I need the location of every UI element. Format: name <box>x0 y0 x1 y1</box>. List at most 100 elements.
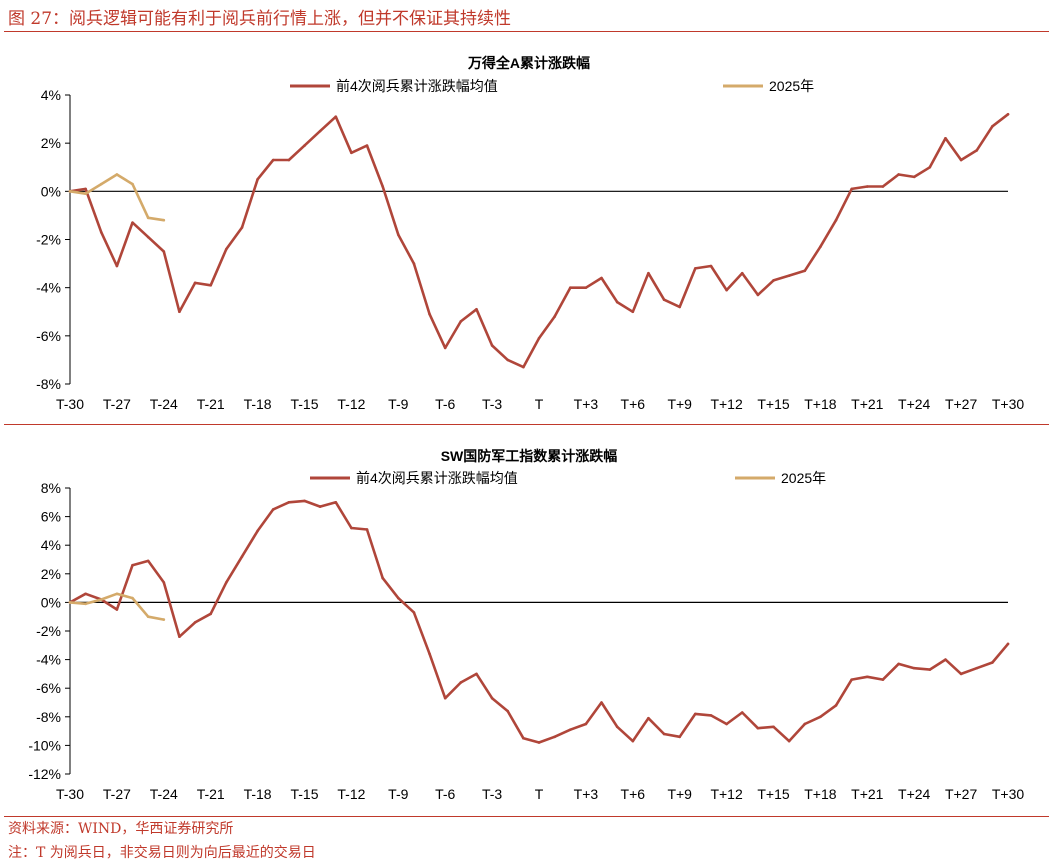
x-tick-label: T-12 <box>337 396 365 412</box>
y-tick-label: -6% <box>36 680 61 696</box>
data-point-avg <box>84 187 87 191</box>
data-point-avg <box>694 267 697 270</box>
data-point-avg <box>350 151 353 155</box>
x-tick-label: T-6 <box>435 786 455 802</box>
source-note: 资料来源：WIND，华西证券研究所 <box>8 821 234 837</box>
data-point-avg <box>834 218 838 222</box>
data-point-avg <box>397 596 400 600</box>
data-point-avg <box>1006 642 1010 646</box>
data-point-avg <box>944 658 947 661</box>
x-tick-label: T+18 <box>804 786 837 802</box>
x-tick-label: T-27 <box>103 396 131 412</box>
y-tick-label: -12% <box>28 766 61 782</box>
x-tick-label: T <box>535 786 544 802</box>
x-tick-label: T-9 <box>388 786 408 802</box>
data-point-avg <box>475 308 478 311</box>
data-point-avg <box>600 276 603 280</box>
data-point-avg <box>178 635 181 639</box>
data-point-avg <box>225 247 228 251</box>
data-point-avg <box>662 298 666 302</box>
data-point-2025 <box>131 182 134 186</box>
data-point-avg <box>975 149 979 152</box>
series-points-2025 <box>68 173 166 222</box>
data-point-avg <box>787 739 791 743</box>
x-tick-label: T+3 <box>574 396 599 412</box>
chart-title: SW国防军工指数累计涨跌幅 <box>441 448 618 464</box>
chart-title: 万得全A累计涨跌幅 <box>467 55 590 71</box>
x-tick-label: T+3 <box>574 786 599 802</box>
data-point-avg <box>881 185 885 188</box>
data-point-avg <box>740 271 744 275</box>
x-tick-label: T-24 <box>150 396 178 412</box>
x-tick-label: T+6 <box>621 786 646 802</box>
data-point-avg <box>240 226 244 229</box>
data-point-avg <box>819 715 822 719</box>
data-point-avg <box>318 505 322 508</box>
data-point-avg <box>490 344 494 347</box>
x-tick-label: T+6 <box>621 396 646 412</box>
data-point-avg <box>631 739 635 743</box>
data-point-avg <box>365 144 369 147</box>
data-point-avg <box>256 529 259 533</box>
data-point-avg <box>225 581 228 584</box>
x-tick-label: T+21 <box>851 396 884 412</box>
data-point-avg <box>647 271 650 275</box>
data-point-avg <box>412 262 416 265</box>
data-point-avg <box>99 230 103 234</box>
figure-title: 图 27：阅兵逻辑可能有利于阅兵前行情上涨，但并不保证其持续性 <box>8 9 512 29</box>
data-point-avg <box>959 158 963 162</box>
data-point-avg <box>522 365 525 369</box>
data-point-avg <box>850 187 853 191</box>
data-point-avg <box>146 559 150 563</box>
data-point-avg <box>725 288 728 292</box>
data-point-2025 <box>99 598 103 601</box>
x-tick-label: T-30 <box>56 396 84 412</box>
x-tick-label: T+27 <box>945 396 978 412</box>
series-line-2025 <box>68 173 166 222</box>
data-point-2025 <box>84 602 87 606</box>
y-tick-label: 2% <box>41 135 61 151</box>
data-point-avg <box>912 175 916 179</box>
data-point-2025 <box>68 190 72 193</box>
x-tick-label: T+18 <box>804 396 837 412</box>
data-point-avg <box>459 681 463 684</box>
data-point-avg <box>568 286 572 289</box>
data-point-avg <box>287 158 291 162</box>
x-tick-label: T+21 <box>851 786 884 802</box>
series-points-avg <box>68 499 1010 744</box>
data-point-avg <box>506 709 510 713</box>
x-tick-label: T-21 <box>197 786 225 802</box>
data-point-avg <box>756 726 760 730</box>
data-point-avg <box>787 274 791 277</box>
y-tick-label: -6% <box>36 328 61 344</box>
x-tick-label: T-24 <box>150 786 178 802</box>
x-tick-label: T-9 <box>388 396 408 412</box>
x-tick-label: T-27 <box>103 786 131 802</box>
data-point-avg <box>866 675 869 679</box>
footnote: 注：T 为阅兵日，非交易日则为向后最近的交易日 <box>8 845 316 861</box>
data-point-avg <box>772 725 775 729</box>
data-point-avg <box>772 279 775 282</box>
data-point-avg <box>819 245 822 249</box>
legend-label-2025: 2025年 <box>769 78 814 94</box>
y-tick-label: 4% <box>41 87 61 103</box>
data-point-avg <box>459 320 463 323</box>
data-point-avg <box>553 315 556 318</box>
y-tick-label: 2% <box>41 566 61 582</box>
data-point-avg <box>318 129 322 133</box>
data-point-avg <box>803 722 807 726</box>
data-point-avg <box>584 722 588 726</box>
data-point-avg <box>631 310 635 314</box>
data-point-avg <box>146 235 150 239</box>
data-point-avg <box>178 310 181 314</box>
data-point-avg <box>303 144 306 147</box>
y-tick-label: 0% <box>41 183 61 199</box>
x-tick-label: T-18 <box>244 786 272 802</box>
data-point-avg <box>115 608 119 611</box>
y-tick-label: 0% <box>41 594 61 610</box>
data-point-avg <box>600 701 603 704</box>
title-rule <box>4 31 1049 32</box>
data-point-avg <box>537 336 541 340</box>
